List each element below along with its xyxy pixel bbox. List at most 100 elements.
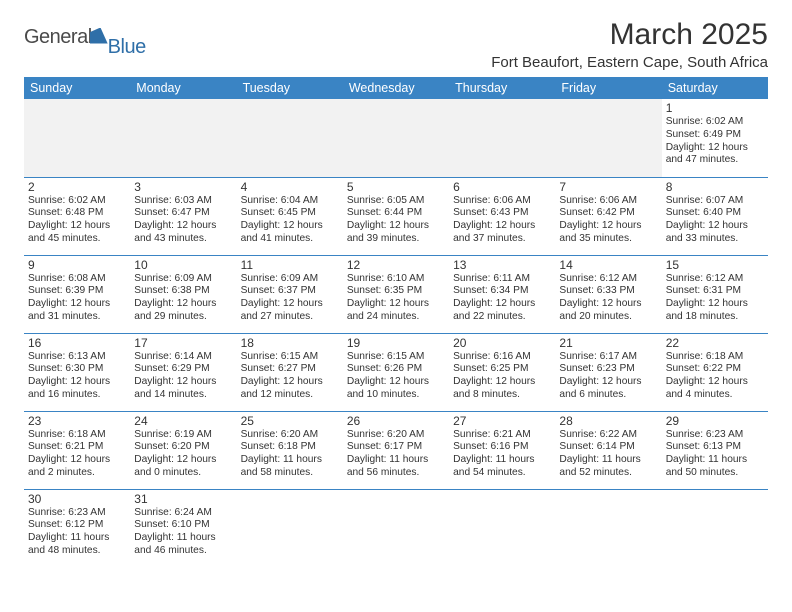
day-details: Sunrise: 6:20 AMSunset: 6:18 PMDaylight:… (241, 429, 339, 480)
day-detail-line: Sunrise: 6:09 AM (241, 273, 339, 286)
calendar-table: Sunday Monday Tuesday Wednesday Thursday… (24, 77, 768, 567)
day-detail-line: Sunrise: 6:20 AM (347, 429, 445, 442)
day-details: Sunrise: 6:14 AMSunset: 6:29 PMDaylight:… (134, 351, 232, 402)
day-detail-line: Sunrise: 6:16 AM (453, 351, 551, 364)
header: General Blue March 2025 Fort Beaufort, E… (24, 18, 768, 71)
day-number: 18 (241, 336, 339, 350)
day-detail-line: Sunset: 6:40 PM (666, 207, 764, 220)
day-detail-line: Sunrise: 6:06 AM (453, 195, 551, 208)
day-detail-line: Daylight: 12 hours (28, 376, 126, 389)
calendar-cell: 21Sunrise: 6:17 AMSunset: 6:23 PMDayligh… (555, 333, 661, 411)
day-detail-line: Sunset: 6:33 PM (559, 285, 657, 298)
calendar-cell (343, 99, 449, 177)
calendar-cell: 25Sunrise: 6:20 AMSunset: 6:18 PMDayligh… (237, 411, 343, 489)
day-number: 1 (666, 101, 764, 115)
day-detail-line: and 10 minutes. (347, 389, 445, 402)
day-detail-line: Daylight: 12 hours (134, 298, 232, 311)
day-detail-line: and 2 minutes. (28, 467, 126, 480)
day-detail-line: Daylight: 11 hours (559, 454, 657, 467)
day-detail-line: Sunrise: 6:23 AM (666, 429, 764, 442)
day-detail-line: Sunrise: 6:19 AM (134, 429, 232, 442)
calendar-cell (555, 489, 661, 567)
day-detail-line: Sunrise: 6:12 AM (666, 273, 764, 286)
calendar-cell: 20Sunrise: 6:16 AMSunset: 6:25 PMDayligh… (449, 333, 555, 411)
day-detail-line: Sunset: 6:49 PM (666, 129, 764, 142)
day-detail-line: and 27 minutes. (241, 311, 339, 324)
day-number: 6 (453, 180, 551, 194)
day-number: 7 (559, 180, 657, 194)
day-detail-line: and 47 minutes. (666, 154, 764, 167)
calendar-body: 1Sunrise: 6:02 AMSunset: 6:49 PMDaylight… (24, 99, 768, 567)
day-number: 12 (347, 258, 445, 272)
calendar-cell: 3Sunrise: 6:03 AMSunset: 6:47 PMDaylight… (130, 177, 236, 255)
day-number: 24 (134, 414, 232, 428)
day-detail-line: Sunset: 6:21 PM (28, 441, 126, 454)
col-friday: Friday (555, 77, 661, 99)
day-number: 27 (453, 414, 551, 428)
brand-text-blue: Blue (108, 36, 146, 59)
day-detail-line: Sunset: 6:17 PM (347, 441, 445, 454)
calendar-header-row: Sunday Monday Tuesday Wednesday Thursday… (24, 77, 768, 99)
day-detail-line: Sunrise: 6:07 AM (666, 195, 764, 208)
day-detail-line: Sunset: 6:14 PM (559, 441, 657, 454)
day-detail-line: and 41 minutes. (241, 233, 339, 246)
day-detail-line: Daylight: 11 hours (134, 532, 232, 545)
day-detail-line: Sunrise: 6:20 AM (241, 429, 339, 442)
day-number: 21 (559, 336, 657, 350)
day-detail-line: Sunrise: 6:21 AM (453, 429, 551, 442)
day-number: 2 (28, 180, 126, 194)
brand-logo: General Blue (24, 26, 148, 49)
day-detail-line: Sunrise: 6:22 AM (559, 429, 657, 442)
day-detail-line: Sunrise: 6:03 AM (134, 195, 232, 208)
calendar-cell: 18Sunrise: 6:15 AMSunset: 6:27 PMDayligh… (237, 333, 343, 411)
month-title: March 2025 (491, 18, 768, 52)
day-detail-line: and 56 minutes. (347, 467, 445, 480)
calendar-cell: 4Sunrise: 6:04 AMSunset: 6:45 PMDaylight… (237, 177, 343, 255)
day-detail-line: Sunset: 6:35 PM (347, 285, 445, 298)
day-detail-line: and 46 minutes. (134, 545, 232, 558)
calendar-row: 30Sunrise: 6:23 AMSunset: 6:12 PMDayligh… (24, 489, 768, 567)
day-detail-line: Daylight: 12 hours (28, 298, 126, 311)
day-number: 23 (28, 414, 126, 428)
day-detail-line: and 6 minutes. (559, 389, 657, 402)
day-details: Sunrise: 6:12 AMSunset: 6:31 PMDaylight:… (666, 273, 764, 324)
day-detail-line: Daylight: 11 hours (453, 454, 551, 467)
day-detail-line: and 12 minutes. (241, 389, 339, 402)
calendar-row: 16Sunrise: 6:13 AMSunset: 6:30 PMDayligh… (24, 333, 768, 411)
day-detail-line: Sunrise: 6:14 AM (134, 351, 232, 364)
day-details: Sunrise: 6:17 AMSunset: 6:23 PMDaylight:… (559, 351, 657, 402)
day-detail-line: Daylight: 12 hours (347, 220, 445, 233)
day-details: Sunrise: 6:06 AMSunset: 6:43 PMDaylight:… (453, 195, 551, 246)
day-detail-line: and 31 minutes. (28, 311, 126, 324)
calendar-row: 1Sunrise: 6:02 AMSunset: 6:49 PMDaylight… (24, 99, 768, 177)
day-detail-line: Sunset: 6:23 PM (559, 363, 657, 376)
day-number: 4 (241, 180, 339, 194)
day-detail-line: Sunrise: 6:24 AM (134, 507, 232, 520)
day-detail-line: Sunset: 6:39 PM (28, 285, 126, 298)
day-detail-line: Sunset: 6:48 PM (28, 207, 126, 220)
day-detail-line: and 54 minutes. (453, 467, 551, 480)
col-wednesday: Wednesday (343, 77, 449, 99)
day-details: Sunrise: 6:23 AMSunset: 6:13 PMDaylight:… (666, 429, 764, 480)
day-detail-line: and 50 minutes. (666, 467, 764, 480)
day-detail-line: Daylight: 12 hours (347, 376, 445, 389)
day-details: Sunrise: 6:04 AMSunset: 6:45 PMDaylight:… (241, 195, 339, 246)
day-detail-line: and 39 minutes. (347, 233, 445, 246)
day-number: 9 (28, 258, 126, 272)
calendar-cell: 23Sunrise: 6:18 AMSunset: 6:21 PMDayligh… (24, 411, 130, 489)
day-detail-line: Daylight: 12 hours (453, 298, 551, 311)
day-detail-line: Sunrise: 6:15 AM (347, 351, 445, 364)
day-details: Sunrise: 6:02 AMSunset: 6:48 PMDaylight:… (28, 195, 126, 246)
day-details: Sunrise: 6:24 AMSunset: 6:10 PMDaylight:… (134, 507, 232, 558)
day-detail-line: Sunset: 6:26 PM (347, 363, 445, 376)
day-detail-line: Sunset: 6:45 PM (241, 207, 339, 220)
calendar-cell: 5Sunrise: 6:05 AMSunset: 6:44 PMDaylight… (343, 177, 449, 255)
day-detail-line: Sunset: 6:43 PM (453, 207, 551, 220)
day-detail-line: Sunset: 6:37 PM (241, 285, 339, 298)
day-detail-line: and 24 minutes. (347, 311, 445, 324)
day-number: 20 (453, 336, 551, 350)
col-saturday: Saturday (662, 77, 768, 99)
day-detail-line: Daylight: 11 hours (347, 454, 445, 467)
calendar-cell (24, 99, 130, 177)
calendar-cell: 22Sunrise: 6:18 AMSunset: 6:22 PMDayligh… (662, 333, 768, 411)
